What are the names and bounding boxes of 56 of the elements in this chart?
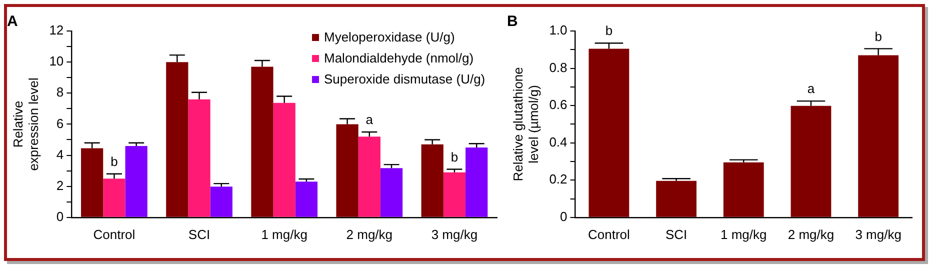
x-tick-label: 2 mg/kg <box>788 226 834 242</box>
y-tick-label: 0.6 <box>549 97 568 112</box>
x-tick-label: 2 mg/kg <box>346 226 393 242</box>
y-tick-label: 4 <box>56 146 64 162</box>
bar <box>723 162 764 217</box>
bar <box>251 66 274 217</box>
legend-label: Malondialdehyde (nmol/g) <box>324 50 474 66</box>
x-tick-label: 3 mg/kg <box>855 226 902 242</box>
legend-label: Myeloperoxidase (U/g) <box>324 30 455 45</box>
y-tick-label: 0 <box>560 208 568 224</box>
bar <box>295 182 318 217</box>
x-tick-label: 1 mg/kg <box>720 226 767 242</box>
bar <box>210 186 232 217</box>
x-tick-label: 1 mg/kg <box>261 226 308 242</box>
bar <box>81 148 104 217</box>
bar <box>103 178 126 217</box>
y-tick-label: 1.0 <box>549 22 568 38</box>
annotation: a <box>807 81 816 96</box>
bar <box>790 106 832 217</box>
x-tick-label: SCI <box>188 226 210 242</box>
bar <box>443 172 466 217</box>
y-axis-title: Relative glutathione level (µmol/g) <box>510 67 541 182</box>
chart-title: B <box>507 13 518 30</box>
x-tick-label: Control <box>93 226 136 242</box>
annotation: b <box>450 149 458 164</box>
y-tick-label: 0.2 <box>549 172 568 187</box>
bar <box>188 99 210 217</box>
y-tick-label: 2 <box>56 178 64 193</box>
bar <box>336 124 358 217</box>
y-tick-label: 0 <box>56 208 64 224</box>
x-tick-label: SCI <box>665 226 688 242</box>
bar <box>358 136 380 217</box>
chart-title: A <box>7 13 18 30</box>
annotation: b <box>110 154 118 169</box>
bar <box>125 146 148 217</box>
bar <box>656 180 696 217</box>
bar <box>166 62 188 217</box>
x-tick-label: 3 mg/kg <box>431 226 478 242</box>
annotation: a <box>366 112 374 128</box>
y-tick-label: 0.4 <box>549 134 568 150</box>
x-tick-label: Control <box>588 226 630 242</box>
bar <box>588 48 630 217</box>
bar <box>858 55 899 217</box>
y-tick-label: 0.8 <box>549 60 568 75</box>
annotation: b <box>874 28 882 44</box>
y-tick-label: 12 <box>49 22 64 38</box>
bar <box>421 144 444 217</box>
bar <box>273 102 296 217</box>
y-axis-title: Relative expression level <box>10 77 41 171</box>
y-tick-label: 6 <box>56 116 64 131</box>
y-tick-label: 10 <box>49 54 64 69</box>
legend-label: Superoxide dismutase (U/g) <box>324 72 486 87</box>
bar <box>466 148 488 217</box>
y-tick-label: 8 <box>56 84 64 100</box>
annotation: b <box>605 23 613 38</box>
bar <box>380 168 403 217</box>
